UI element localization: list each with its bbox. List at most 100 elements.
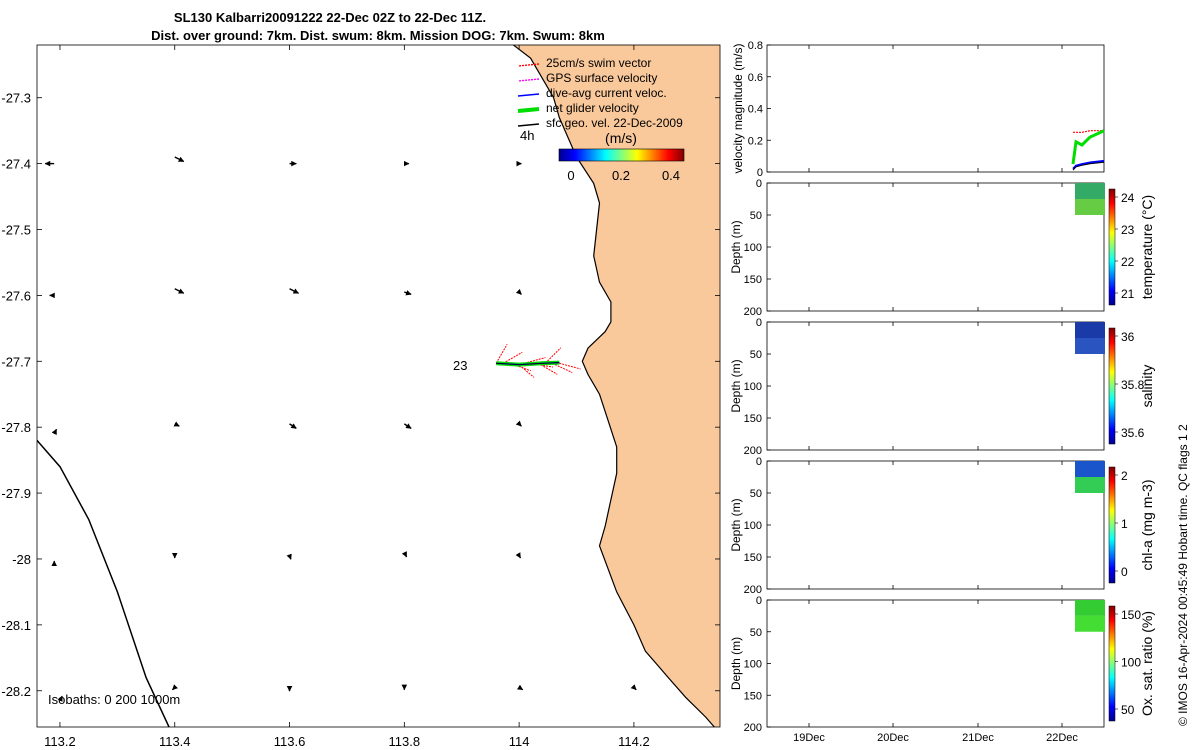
panel-oxygen-label: Ox. sat. ratio (%) [1139, 611, 1155, 716]
land-area [512, 45, 720, 727]
credit-text: © IMOS 16-Apr-2024 00:45:49 Hobart time.… [1176, 424, 1190, 726]
isobath-line [37, 439, 170, 727]
map-x-tick-label-0: 113.2 [44, 734, 76, 749]
panel-frame-oxygen [766, 599, 1105, 728]
panel-temperature-depth-label: Depth (m) [729, 220, 743, 273]
map-x-tick-label-4: 114 [509, 734, 530, 749]
colorbar-tick-0: 0 [567, 168, 574, 183]
swim-vector-1 [502, 351, 523, 364]
surface-vectors [44, 156, 637, 702]
map-y-tick-label-4: -27.7 [1, 354, 31, 369]
panel-chla-cbtick-label-1: 1 [1121, 517, 1128, 531]
panel-chla: 0 50 100 150 200 Depth (m) 2 1 0 chl-a (mg m-3) [729, 456, 1155, 596]
panel-chla-ytick-label-4: 200 [744, 584, 762, 596]
panel-salinity-ytick-label-1: 50 [750, 349, 762, 361]
panel-salinity-ytick-label-4: 200 [744, 445, 762, 457]
velocity-swim-speed-line [1073, 130, 1104, 133]
surface-vector-24 [516, 684, 524, 691]
swim-vector-8 [552, 362, 573, 374]
map-panel: 113.2 113.4 113.6 113.8 114 114.2 -27.3-27.4-… [1, 44, 721, 749]
surface-vector-20 [57, 695, 63, 702]
legend-label-0: 25cm/s swim vector [546, 56, 651, 70]
panel-oxygen-depth-label: Depth (m) [729, 637, 743, 690]
annotation-23: 23 [453, 358, 467, 373]
surface-vector-19 [515, 552, 522, 559]
panel-temperature-cbtick-label-0: 24 [1121, 191, 1135, 205]
panel-frame-chla [766, 460, 1105, 590]
panel-chla-profile-upper [1075, 461, 1105, 477]
velocity-net-line [1071, 129, 1105, 165]
surface-vector-14 [515, 420, 522, 427]
panel-x-tick-label-3: 22Dec [1046, 732, 1078, 744]
speed-colorbar [558, 148, 685, 162]
map-x-ticks: 113.2 113.4 113.6 113.8 114 114.2 [44, 45, 650, 749]
panel-oxygen-cbtick-label-0: 150 [1121, 608, 1141, 622]
surface-vector-11 [173, 421, 180, 427]
panel-salinity-cbtick-label-2: 35.6 [1121, 426, 1145, 440]
legend-swatch-0 [517, 63, 540, 67]
panel-temperature-cbtick-label-3: 21 [1121, 287, 1135, 301]
panel-oxygen-cbtick-label-2: 50 [1121, 703, 1135, 717]
legend-swatch-3 [517, 107, 540, 113]
panel-chla-profile-lower [1075, 477, 1105, 493]
map-x-tick-label-5: 114.2 [618, 734, 650, 749]
glider-path [496, 362, 560, 366]
panel-temperature-ytick-label-0: 0 [756, 178, 762, 190]
annotation-4h: 4h [520, 128, 534, 143]
map-y-tick-label-0: -27.3 [1, 91, 31, 106]
surface-vector-1 [174, 156, 185, 163]
panel-x-tick-label-2: 21Dec [962, 732, 994, 744]
legend-label-3: net glider velocity [546, 101, 639, 115]
panel-frame-salinity [766, 321, 1105, 451]
legend-swatch-2 [517, 93, 540, 97]
panel-oxygen-colorbar [1108, 605, 1116, 722]
surface-vector-6 [174, 288, 185, 294]
surface-vector-12 [289, 423, 297, 429]
swim-vector-0 [495, 343, 508, 364]
panel-chla-cbtick-label-0: 2 [1121, 469, 1128, 483]
panel-salinity-ytick-label-2: 100 [744, 381, 762, 393]
legend-label-1: GPS surface velocity [546, 71, 657, 85]
isobaths-label: Isobaths: 0 200 1000m [48, 692, 180, 707]
panel-chla-ytick-label-1: 50 [750, 488, 762, 500]
panel-frame-velocity [766, 44, 1105, 173]
map-x-tick-label-3: 113.8 [389, 734, 421, 749]
panel-chla-label: chl-a (mg m-3) [1139, 479, 1155, 570]
panel-temperature-profile-lower [1075, 199, 1105, 215]
panel-chla-colorbar [1108, 466, 1116, 584]
glider-track [495, 343, 581, 378]
velocity-ylabel: velocity magnitude (m/s) [731, 43, 745, 173]
map-y-tick-label-2: -27.5 [1, 223, 31, 238]
surface-vector-10 [51, 428, 58, 436]
map-y-tick-label-8: -28.1 [1, 618, 31, 633]
map-y-tick-label-1: -27.4 [1, 157, 31, 172]
velocity-ytick-label-2: 0.4 [748, 104, 763, 116]
panel-chla-depth-label: Depth (m) [729, 498, 743, 551]
panel-salinity-label: salinity [1139, 365, 1155, 408]
legend-swatch-1 [517, 78, 540, 82]
surface-vector-18 [401, 551, 408, 558]
panel-x-tick-label-1: 20Dec [877, 732, 909, 744]
surface-vector-21 [172, 684, 179, 691]
surface-vector-7 [289, 288, 300, 294]
speed-colorbar-ticks: 0 0.2 0.4 [567, 168, 680, 183]
panel-x-tick-label-0: 19Dec [793, 732, 825, 744]
velocity-ytick-label-1: 0.2 [748, 135, 763, 147]
swim-vector-9 [559, 362, 581, 370]
map-frame [36, 44, 721, 728]
map-x-tick-label-1: 113.4 [159, 734, 191, 749]
map-y-tick-label-5: -27.8 [1, 420, 31, 435]
surface-vector-25 [630, 684, 637, 691]
panel-temperature-label: temperature (°C) [1139, 195, 1155, 299]
panel-temperature: 0 50 100 150 200 Depth (m) 24 23 22 21 temperature… [729, 178, 1155, 318]
velocity-ytick-label-4: 0.8 [748, 40, 763, 52]
title-line-2: Dist. over ground: 7km. Dist. swum: 8km.… [151, 28, 605, 43]
panel-salinity-cbtick-label-0: 36 [1121, 330, 1135, 344]
panel-salinity-ytick-label-0: 0 [756, 317, 762, 329]
colorbar-tick-1: 0.2 [612, 168, 630, 183]
velocity-ytick-label-0: 0 [757, 167, 763, 179]
panel-temperature-cbtick-label-1: 23 [1121, 223, 1135, 237]
